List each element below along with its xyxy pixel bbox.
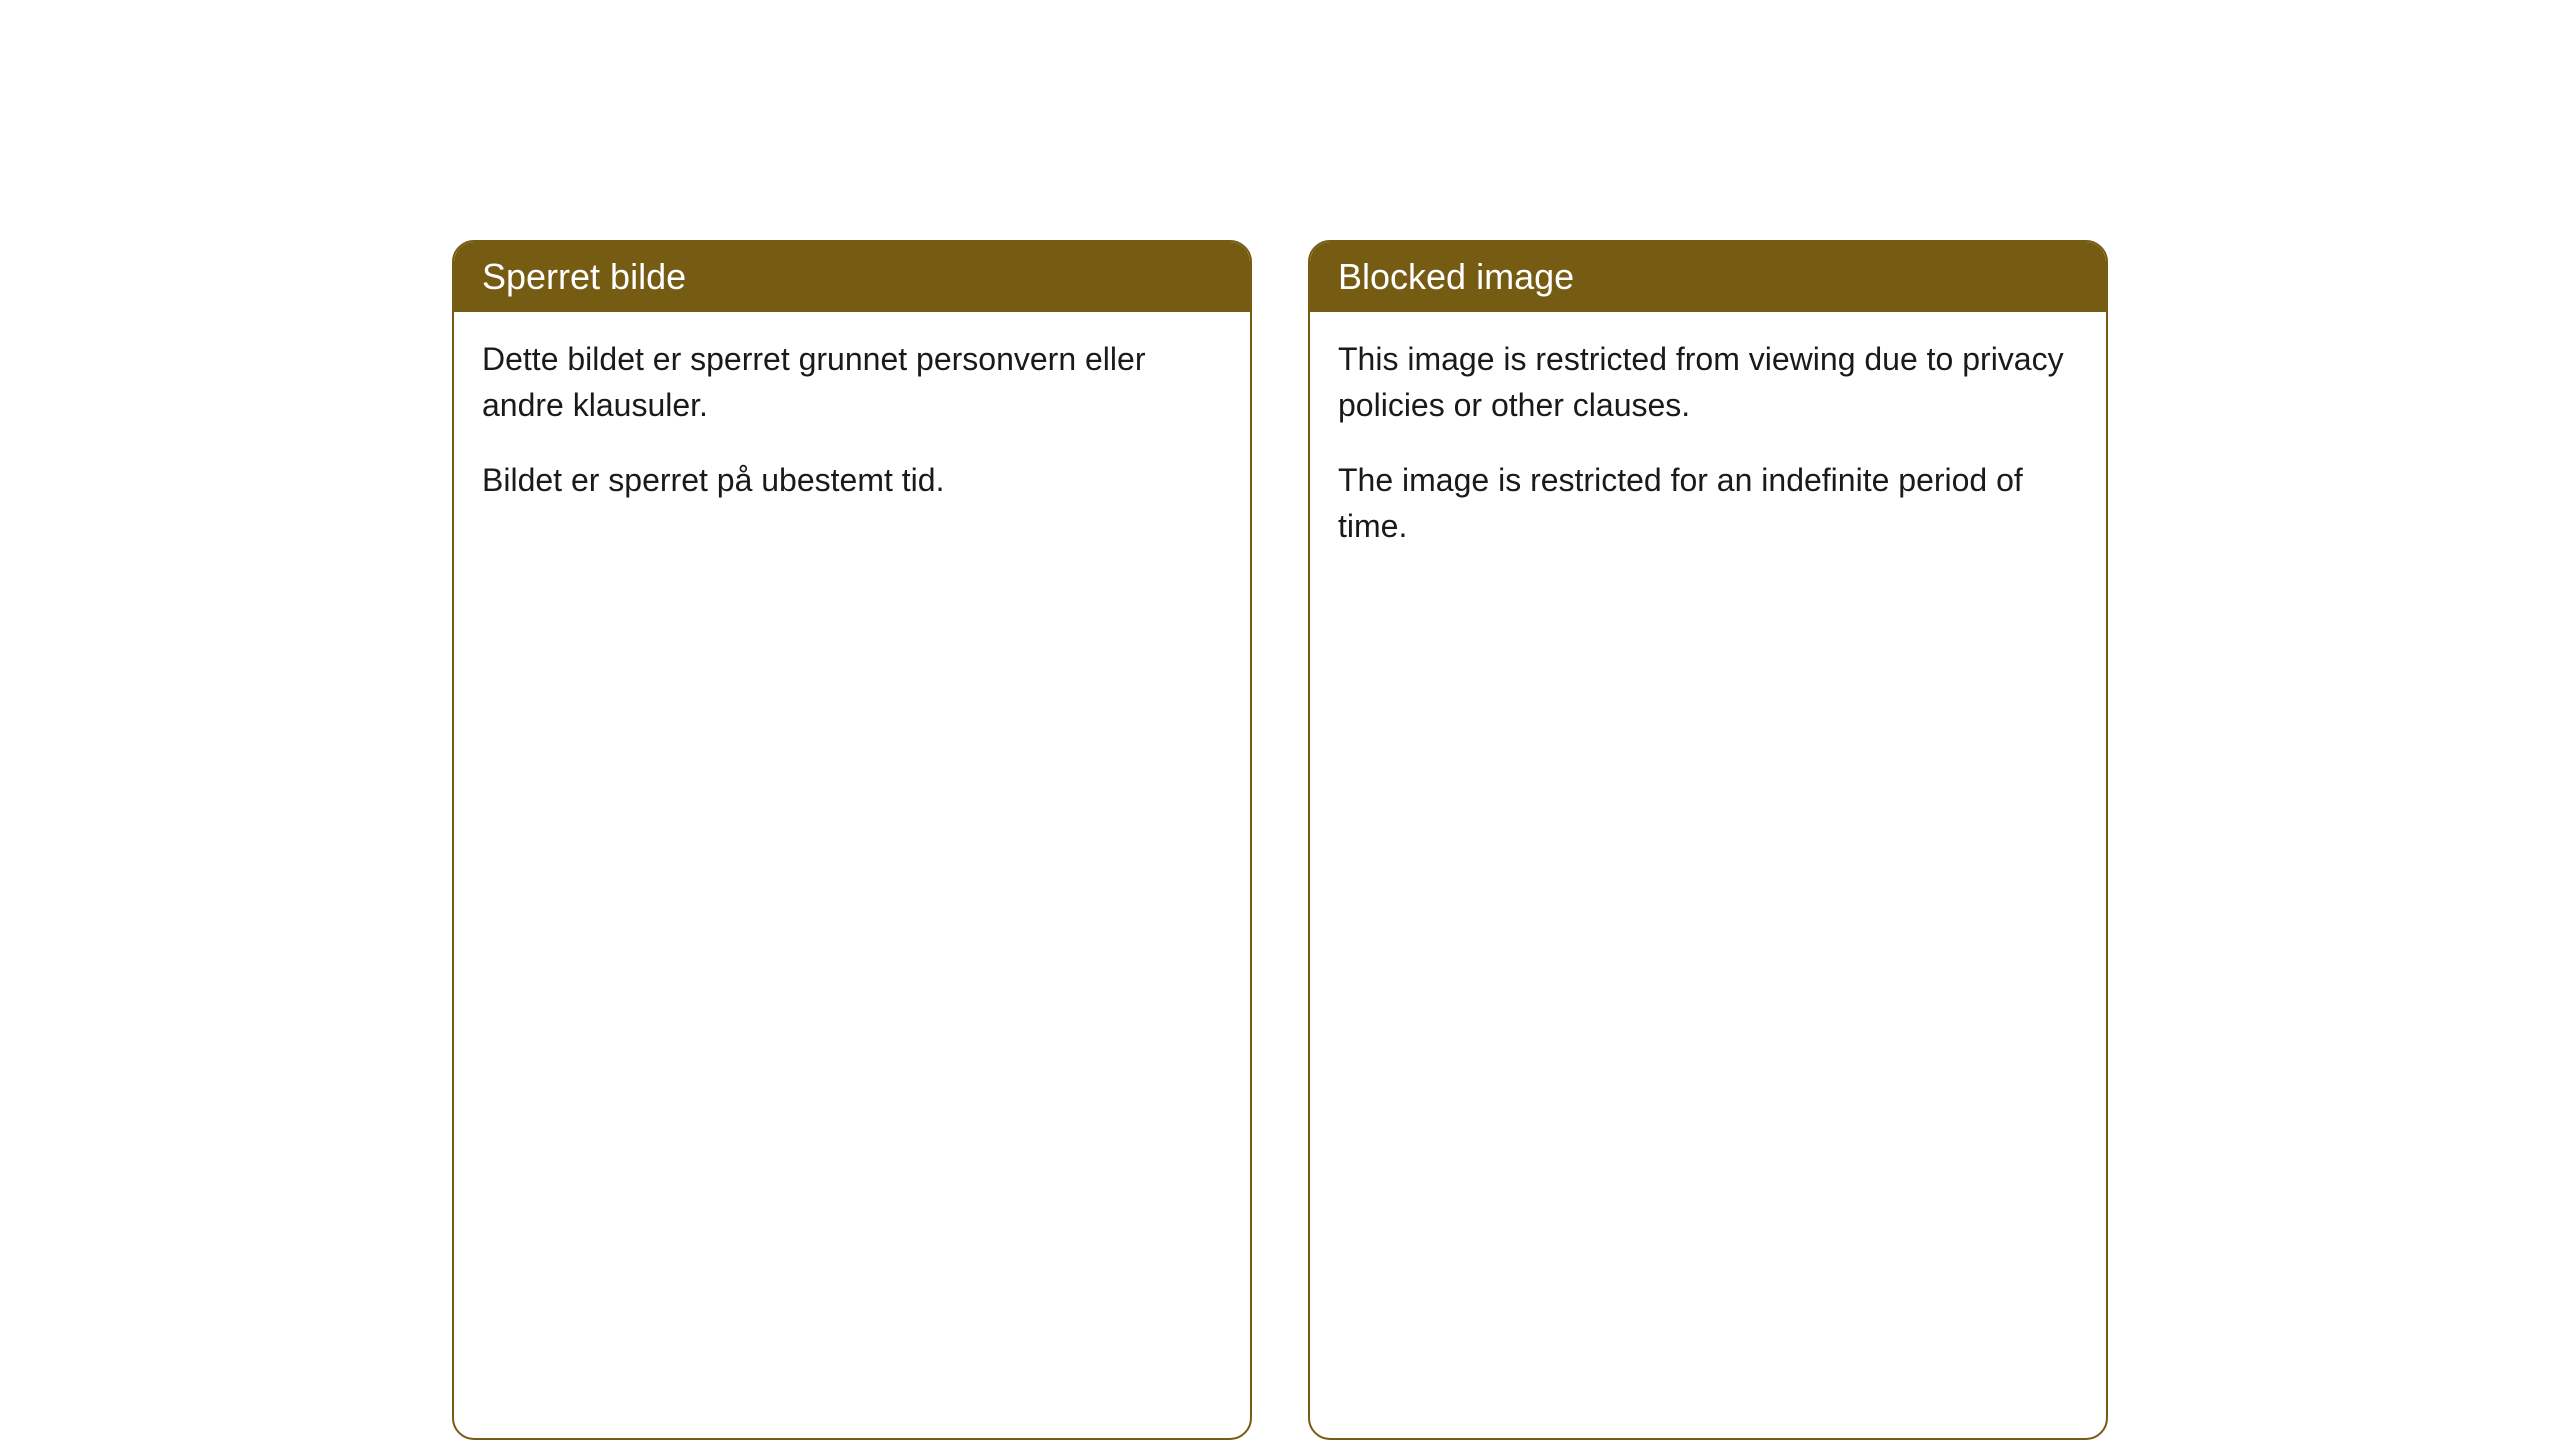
card-title-no: Sperret bilde bbox=[482, 256, 686, 297]
card-text-en-2: The image is restricted for an indefinit… bbox=[1338, 457, 2078, 550]
card-body-en: This image is restricted from viewing du… bbox=[1310, 312, 2106, 586]
blocked-image-card-en: Blocked image This image is restricted f… bbox=[1308, 240, 2108, 1440]
blocked-image-card-no: Sperret bilde Dette bildet er sperret gr… bbox=[452, 240, 1252, 1440]
card-title-en: Blocked image bbox=[1338, 256, 1574, 297]
card-header-no: Sperret bilde bbox=[454, 242, 1250, 312]
card-text-en-1: This image is restricted from viewing du… bbox=[1338, 336, 2078, 429]
card-text-no-2: Bildet er sperret på ubestemt tid. bbox=[482, 457, 1222, 503]
card-header-en: Blocked image bbox=[1310, 242, 2106, 312]
card-container: Sperret bilde Dette bildet er sperret gr… bbox=[452, 240, 2108, 1440]
card-body-no: Dette bildet er sperret grunnet personve… bbox=[454, 312, 1250, 539]
card-text-no-1: Dette bildet er sperret grunnet personve… bbox=[482, 336, 1222, 429]
